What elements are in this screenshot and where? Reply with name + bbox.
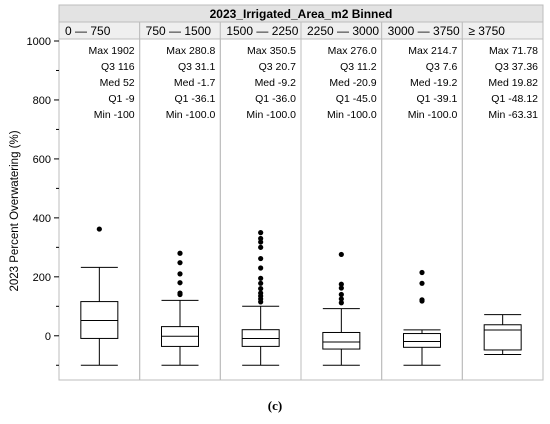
outlier-point — [177, 271, 183, 277]
panel-header-label: 0 — 750 — [65, 24, 111, 38]
stat-max: Max 280.8 — [166, 45, 215, 57]
outlier-point — [338, 300, 344, 306]
box-iqr — [483, 324, 522, 351]
outlier-point — [338, 296, 344, 302]
outlier-point — [258, 286, 264, 292]
stat-q1: Q1 -39.1 — [416, 93, 457, 105]
stat-q1: Q1 -48.12 — [491, 93, 538, 105]
chart-title: 2023_Irrigated_Area_m2 Binned — [210, 7, 393, 21]
y-tick-label: 200 — [33, 272, 51, 284]
stat-med: Med -1.7 — [174, 77, 216, 89]
outlier-point — [177, 280, 183, 286]
stat-min: Min -100.0 — [408, 109, 458, 121]
stat-min: Min -100 — [94, 109, 135, 121]
panel-header-label: 2250 — 3000 — [307, 24, 379, 38]
stat-q1: Q1 -36.0 — [255, 93, 296, 105]
figure-caption: (c) — [268, 398, 282, 413]
stat-med: Med -19.2 — [410, 77, 457, 89]
y-tick-label: 400 — [33, 213, 51, 225]
y-tick-label: 1000 — [27, 36, 51, 48]
panels-group: 0 — 750 Max 1902 Q3 116 Med 52 Q1 -9 Min -100… — [58, 21, 544, 381]
panel-2: 1500 — 2250 Max 350.5 Q3 20.7 Med -9.2 Q1 -3… — [219, 21, 302, 381]
stat-min: Min -100.0 — [327, 109, 377, 121]
outlier-point — [338, 251, 344, 258]
stat-q1: Q1 -36.1 — [174, 93, 215, 105]
stat-max: Max 71.78 — [489, 45, 538, 57]
outlier-point — [258, 230, 264, 236]
y-axis-label: 2023 Percent Overwatering (%) — [9, 130, 21, 291]
outlier-point — [419, 269, 425, 276]
panel-header-label: 3000 — 3750 — [388, 24, 460, 38]
panel-header-label: 1500 — 2250 — [226, 24, 298, 38]
stat-med: Med -20.9 — [329, 77, 376, 89]
outlier-point — [258, 244, 264, 250]
stat-q3: Q3 116 — [101, 61, 135, 73]
panel-header-label: 750 — 1500 — [146, 24, 212, 38]
outlier-point — [419, 280, 425, 286]
stat-min: Min -63.31 — [488, 109, 538, 121]
outlier-point — [258, 235, 264, 242]
stat-med: Med 19.82 — [488, 77, 538, 89]
stat-q3: Q3 37.36 — [495, 61, 538, 73]
panel-frame — [461, 38, 544, 381]
stat-med: Med -9.2 — [255, 77, 297, 89]
outlier-point — [96, 226, 102, 232]
outlier-point — [258, 290, 264, 296]
stat-q3: Q3 31.1 — [178, 61, 216, 73]
outlier-point — [258, 265, 264, 271]
y-tick-label: 0 — [45, 331, 51, 343]
box-iqr — [322, 331, 361, 350]
outlier-point — [177, 260, 183, 266]
panel-5: ≥ 3750 Max 71.78 Q3 37.36 Med 19.82 Q1 -48.1… — [461, 21, 544, 381]
stat-q3: Q3 20.7 — [259, 61, 297, 73]
stat-max: Max 350.5 — [247, 45, 296, 57]
outlier-point — [177, 250, 183, 256]
outlier-point — [338, 281, 344, 287]
stat-min: Min -100.0 — [246, 109, 296, 121]
y-tick-label: 800 — [33, 95, 51, 107]
outlier-point — [258, 255, 264, 262]
y-axis: 0 200 400 600 800 1000 — [27, 36, 59, 366]
panel-1: 750 — 1500 Max 280.8 Q3 31.1 Med -1.7 Q1 -36… — [139, 21, 221, 381]
stat-max: Max 214.7 — [408, 45, 457, 57]
panel-header-label: ≥ 3750 — [468, 24, 505, 38]
outlier-point — [177, 290, 183, 296]
outlier-point — [419, 297, 425, 303]
stat-med: Med 52 — [100, 77, 135, 89]
stat-q1: Q1 -45.0 — [336, 93, 377, 105]
outlier-point — [338, 291, 344, 298]
box-iqr — [403, 333, 441, 348]
stat-max: Max 1902 — [89, 45, 135, 57]
outlier-point — [338, 285, 344, 291]
stat-q3: Q3 11.2 — [340, 61, 377, 73]
outlier-point — [258, 275, 264, 281]
stat-max: Max 276.0 — [328, 45, 377, 57]
stat-min: Min -100.0 — [166, 109, 216, 121]
stat-q1: Q1 -9 — [108, 93, 134, 105]
panel-3: 2250 — 3000 Max 276.0 Q3 11.2 Med -20.9 Q1 -… — [300, 21, 383, 381]
outlier-point — [258, 280, 264, 286]
y-tick-label: 600 — [33, 154, 51, 166]
stat-q3: Q3 7.6 — [426, 61, 458, 73]
